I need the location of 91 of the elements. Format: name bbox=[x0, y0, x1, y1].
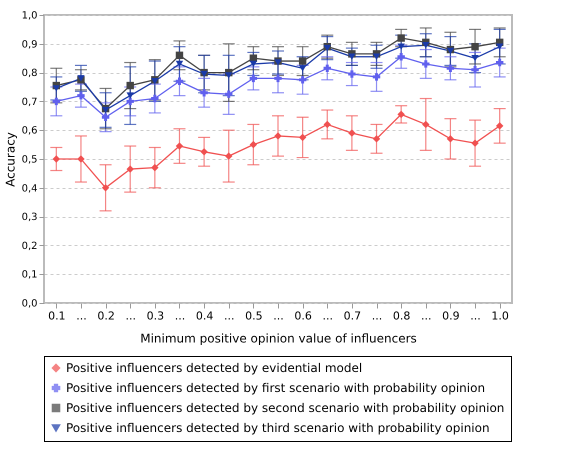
point bbox=[397, 34, 405, 42]
point bbox=[372, 73, 380, 81]
point bbox=[298, 76, 306, 84]
x-tick-label: 0.7 bbox=[344, 310, 362, 322]
point bbox=[471, 54, 479, 62]
point bbox=[225, 90, 232, 98]
point bbox=[52, 98, 60, 106]
point bbox=[422, 60, 430, 68]
point bbox=[176, 78, 184, 85]
legend-label: Positive influencers detected by evidential model bbox=[66, 361, 362, 375]
point bbox=[422, 42, 430, 48]
point bbox=[200, 89, 208, 96]
point bbox=[200, 148, 208, 156]
point bbox=[348, 129, 356, 137]
legend-label: Positive influencers detected by first scenario with probability opinion bbox=[66, 381, 486, 395]
point bbox=[274, 132, 282, 140]
point bbox=[446, 135, 454, 143]
x-tick-label: ... bbox=[76, 310, 87, 322]
point bbox=[372, 54, 380, 60]
point bbox=[176, 52, 184, 60]
point bbox=[225, 72, 232, 79]
y-tick-label: 0,1 bbox=[22, 270, 38, 281]
point bbox=[496, 58, 504, 66]
point bbox=[102, 114, 110, 121]
x-tick-label: 0.6 bbox=[294, 310, 312, 322]
point bbox=[496, 122, 504, 130]
legend-label: Positive influencers detected by second scenario with probability opinion bbox=[66, 401, 504, 415]
point bbox=[151, 164, 159, 172]
point bbox=[298, 134, 306, 142]
point bbox=[126, 165, 134, 173]
point bbox=[176, 60, 184, 68]
point bbox=[397, 110, 405, 118]
y-tick-label: 0,6 bbox=[22, 126, 38, 137]
point bbox=[176, 142, 184, 150]
x-axis-title: Minimum positive opinion value of influencers bbox=[140, 332, 417, 346]
y-tick-label: 0,9 bbox=[22, 39, 38, 50]
point bbox=[298, 57, 306, 65]
x-tick-label: 0.5 bbox=[245, 310, 263, 322]
x-tick-label: ... bbox=[224, 310, 234, 322]
x-tick-label: 0.8 bbox=[392, 310, 410, 322]
point bbox=[250, 74, 258, 82]
point bbox=[397, 53, 405, 60]
point bbox=[151, 94, 159, 102]
x-tick-label: ... bbox=[125, 310, 136, 322]
x-tick-label: 0.9 bbox=[442, 310, 460, 322]
point bbox=[102, 184, 110, 192]
point bbox=[126, 92, 134, 99]
x-tick-label: 0.4 bbox=[196, 310, 214, 322]
y-tick-label: 0,3 bbox=[22, 212, 38, 224]
point bbox=[126, 98, 134, 106]
y-tick-label: 0,0 bbox=[22, 298, 38, 310]
point bbox=[52, 155, 60, 163]
x-tick-label: ... bbox=[322, 310, 334, 322]
point bbox=[496, 43, 504, 50]
point bbox=[324, 64, 331, 72]
x-tick-label: 0.2 bbox=[97, 310, 115, 322]
point bbox=[274, 74, 282, 82]
point bbox=[422, 120, 430, 128]
point bbox=[126, 82, 134, 90]
point bbox=[250, 140, 258, 148]
point bbox=[471, 139, 479, 147]
x-tick-label: 0.1 bbox=[48, 310, 66, 322]
x-tick-label: 1.0 bbox=[491, 310, 509, 322]
point bbox=[348, 70, 356, 78]
x-tick-label: ... bbox=[273, 310, 284, 322]
point bbox=[348, 54, 356, 60]
y-tick-label: 1,0 bbox=[22, 10, 38, 22]
legend-label: Positive influencers detected by third scenario with probability opinion bbox=[66, 421, 490, 435]
point bbox=[471, 42, 479, 50]
x-tick-label: ... bbox=[470, 310, 481, 322]
point bbox=[397, 43, 405, 50]
y-axis-title: Accuracy bbox=[4, 132, 18, 187]
x-tick-label: 0.3 bbox=[146, 310, 164, 322]
point bbox=[372, 135, 380, 143]
y-tick-label: 0,7 bbox=[22, 96, 38, 108]
point bbox=[471, 66, 479, 74]
y-tick-label: 0,2 bbox=[22, 240, 38, 252]
point bbox=[52, 85, 60, 92]
y-tick-label: 0,5 bbox=[22, 154, 38, 166]
point bbox=[324, 120, 331, 128]
x-tick-label: ... bbox=[421, 310, 432, 322]
point bbox=[225, 152, 232, 160]
point bbox=[77, 92, 85, 100]
point bbox=[250, 60, 258, 68]
x-tick-label: ... bbox=[372, 310, 382, 322]
x-tick-label: ... bbox=[174, 310, 186, 322]
y-tick-label: 0,4 bbox=[22, 183, 38, 194]
y-tick-label: 0,8 bbox=[22, 68, 38, 80]
point bbox=[77, 155, 85, 163]
point bbox=[298, 65, 306, 72]
point bbox=[446, 64, 454, 72]
